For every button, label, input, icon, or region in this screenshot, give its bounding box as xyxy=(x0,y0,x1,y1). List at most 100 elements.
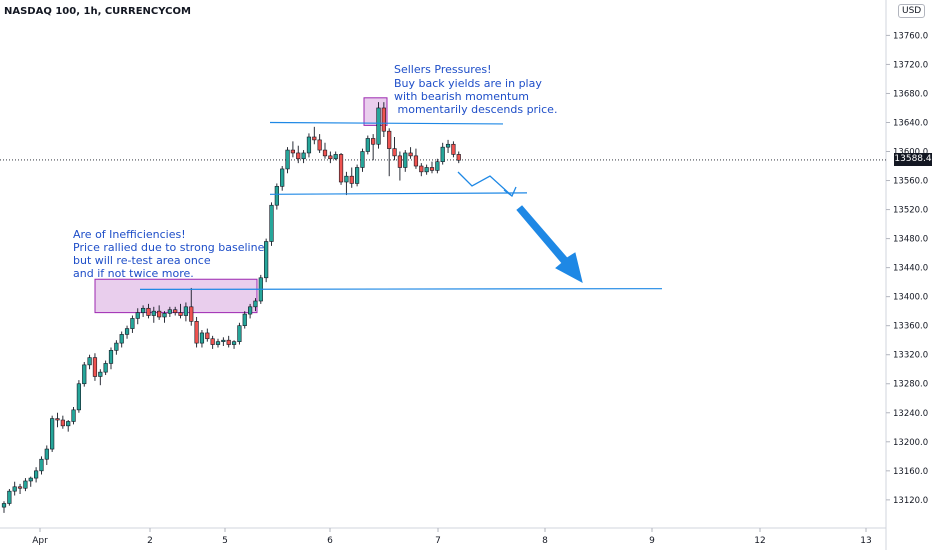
candle-body-down xyxy=(290,149,296,154)
y-tick-label: 13720.0 xyxy=(893,60,928,70)
x-tick-label: 7 xyxy=(435,536,441,546)
baseline-level-line xyxy=(139,288,663,290)
candle-body-up xyxy=(424,167,429,173)
inefficiency-note-line: Are of Inefficiencies! xyxy=(73,228,186,241)
candle-body-up xyxy=(215,341,221,345)
candle-body-down xyxy=(387,130,392,149)
candle-body-up xyxy=(98,371,103,377)
y-tick-label: 13440.0 xyxy=(893,264,928,274)
candle-body-down xyxy=(189,306,194,322)
candle-body-up xyxy=(274,186,279,206)
y-tick-label: 13320.0 xyxy=(893,351,928,361)
current-price-label: 13588.4 xyxy=(894,153,932,167)
candle-body-up xyxy=(1,503,7,508)
candle-body-up xyxy=(44,448,49,460)
candle-body-down xyxy=(419,165,424,173)
sellers-note-line: Sellers Pressures! xyxy=(394,63,492,76)
y-tick-label: 13520.0 xyxy=(893,206,928,216)
candle-body-up xyxy=(66,421,71,427)
candle-body-up xyxy=(285,149,290,170)
candle-body-down xyxy=(178,312,183,316)
currency-badge[interactable]: USD xyxy=(898,4,926,18)
candle-body-up xyxy=(151,310,156,316)
sellers-zone xyxy=(363,97,388,126)
x-tick-label: 5 xyxy=(222,536,228,546)
candle-body-up xyxy=(237,325,242,342)
y-tick-label: 13560.0 xyxy=(893,177,928,187)
x-tick-label: 6 xyxy=(327,536,333,546)
candle-body-up xyxy=(354,167,360,184)
candle-body-up xyxy=(183,306,189,316)
candle-body-down xyxy=(312,136,317,141)
candle-body-up xyxy=(108,350,114,364)
y-tick-label: 13360.0 xyxy=(893,322,928,332)
candle-body-down xyxy=(322,149,328,157)
candle-body-down xyxy=(17,486,23,489)
candle-body-up xyxy=(199,332,205,344)
candle-body-up xyxy=(242,313,247,326)
candle-body-down xyxy=(205,332,210,340)
candle-body-down xyxy=(451,143,456,155)
candle-body-down xyxy=(210,338,215,345)
x-tick-label: 12 xyxy=(754,536,765,546)
candle-body-up xyxy=(264,241,269,279)
y-tick-label: 13480.0 xyxy=(893,235,928,245)
x-tick-label: 2 xyxy=(147,536,153,546)
candle-body-down xyxy=(60,419,65,427)
candle-body-up xyxy=(445,143,451,148)
candle-body-down xyxy=(456,154,461,161)
candle-body-up xyxy=(119,334,124,344)
candle-body-up xyxy=(167,309,172,314)
y-tick-label: 13680.0 xyxy=(893,89,928,99)
candle-body-down xyxy=(328,155,333,160)
inefficiency-note-line: Price rallied due to strong baseline xyxy=(73,241,265,254)
candle-body-up xyxy=(269,204,274,242)
candle-body-up xyxy=(50,418,55,450)
candle-body-down xyxy=(55,418,60,421)
candle-body-up xyxy=(87,357,92,366)
candle-body-up xyxy=(306,136,312,154)
candle-body-up xyxy=(280,168,285,187)
bearish-arrow xyxy=(516,205,583,283)
projection-path xyxy=(457,171,513,197)
inefficiency-note-line: and if not twice more. xyxy=(73,267,194,280)
y-tick-label: 13600.0 xyxy=(893,148,928,158)
candle-body-up xyxy=(403,152,408,168)
x-tick-label: Apr xyxy=(32,536,48,546)
chart-title: NASDAQ 100, 1h, CURRENCYCOM xyxy=(4,6,191,17)
candle-body-up xyxy=(333,154,338,160)
candle-body-up xyxy=(114,342,119,351)
sellers-note-line: momentarily descends price. xyxy=(394,103,557,116)
candle-body-up xyxy=(141,307,146,313)
sellers-note-line: with bearish momentum xyxy=(394,90,529,103)
inefficiency-note-line: but will re-test area once xyxy=(73,254,211,267)
y-tick-label: 13280.0 xyxy=(893,380,928,390)
candle-body-up xyxy=(23,480,28,489)
candle-body-up xyxy=(28,477,33,482)
candle-body-down xyxy=(194,321,199,344)
candle-body-down xyxy=(371,138,376,145)
candle-body-down xyxy=(317,139,322,151)
candle-body-up xyxy=(253,300,258,308)
y-tick-label: 13400.0 xyxy=(893,293,928,303)
candle-body-up xyxy=(12,486,17,492)
candle-body-up xyxy=(130,318,135,329)
candle-body-down xyxy=(226,339,231,345)
candle-body-down xyxy=(392,148,397,157)
y-tick-label: 13160.0 xyxy=(893,467,928,477)
candle-body-up xyxy=(71,409,76,422)
support-line xyxy=(269,192,528,195)
candle-body-up xyxy=(135,312,140,319)
candle-body-down xyxy=(429,167,435,171)
candle-body-up xyxy=(365,138,370,152)
y-tick-label: 13240.0 xyxy=(893,409,928,419)
candle-body-up xyxy=(124,328,130,335)
candle-body-down xyxy=(157,310,162,318)
candle-body-down xyxy=(92,357,98,377)
candle-body-down xyxy=(349,175,354,184)
y-tick-label: 13640.0 xyxy=(893,118,928,128)
projection-arrowhead xyxy=(503,186,517,198)
candle-body-up xyxy=(440,146,445,162)
